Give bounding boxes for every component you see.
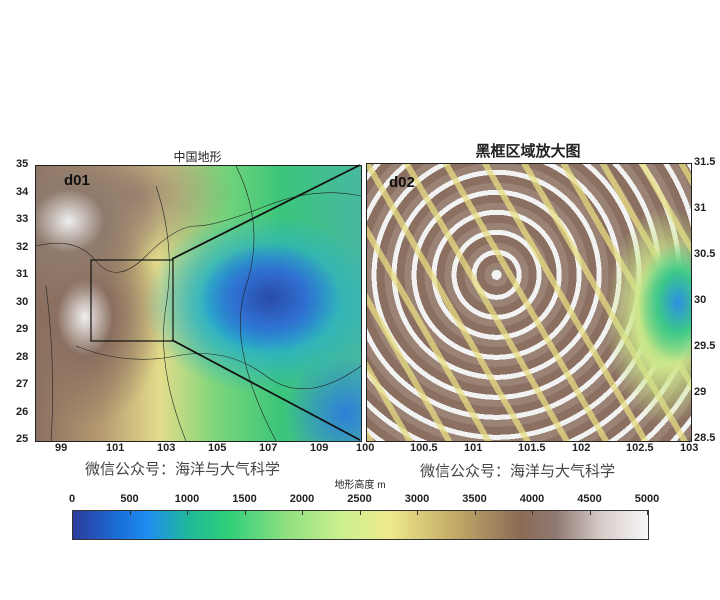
lat-tick-label: 26 [16,405,29,418]
colorbar-tick-mark [129,510,131,515]
colorbar-tick-label: 4000 [519,493,545,505]
colorbar-tick-mark [647,510,648,515]
lat-tick-label: 31.5 [694,156,716,168]
right-map-title: 黑框区域放大图 [475,142,581,160]
lat-tick-label: 30.5 [694,248,716,260]
lon-tick-label: 103 [157,442,176,454]
lon-tick-label: 100 [356,442,375,454]
colorbar [72,510,649,540]
colorbar-tick-label: 2000 [289,493,315,505]
left-map-title: 中国地形 [173,150,222,164]
left-watermark: 微信公众号：海洋与大气科学 [85,460,281,478]
lon-tick-label: 101.5 [518,442,546,454]
right-terrain-map: d02 [366,163,692,442]
lon-tick-label: 105 [208,442,227,454]
colorbar-tick-mark [302,510,303,515]
colorbar-title: 地形高度 m [334,480,386,491]
lat-tick-label: 28.5 [694,432,716,444]
colorbar-tick-label: 1500 [232,493,257,505]
lat-tick-label: 28 [16,350,29,363]
lat-tick-label: 30 [16,295,29,308]
lat-tick-label: 32 [16,240,29,253]
lon-tick-label: 101 [106,442,125,454]
colorbar-tick-label: 5000 [634,493,660,505]
colorbar-tick-label: 1000 [174,493,200,505]
colorbar-tick-mark [359,510,361,515]
lon-tick-label: 102.5 [626,442,654,454]
lon-tick-label: 99 [55,442,68,454]
lon-tick-label: 103 [680,442,699,454]
lat-tick-label: 31 [694,202,707,214]
colorbar-tick-label: 0 [68,493,76,505]
lat-tick-label: 29 [694,386,707,398]
colorbar-tick-mark [589,510,591,515]
colorbar-tick-mark [244,510,246,515]
lon-tick-label: 102 [572,442,591,454]
lat-tick-label: 25 [16,433,29,445]
zoom-region-box [90,259,174,342]
colorbar-tick-label: 2500 [347,493,372,505]
colorbar-tick-mark [417,510,418,515]
colorbar-tick-mark [532,510,533,515]
colorbar-tick-label: 3000 [404,493,430,505]
colorbar-tick-mark [72,510,73,515]
colorbar-tick-label: 500 [120,493,139,505]
lon-tick-label: 101 [464,442,483,454]
lon-tick-label: 100.5 [410,442,438,454]
colorbar-tick-mark [474,510,476,515]
left-terrain-map: d01 [35,165,362,442]
right-watermark: 微信公众号：海洋与大气科学 [420,462,616,480]
left-map-label: d01 [64,172,90,189]
colorbar-tick-label: 4500 [577,493,602,505]
lon-tick-label: 109 [310,442,329,454]
lat-tick-label: 30 [694,294,707,306]
lat-tick-label: 34 [16,185,29,198]
lat-tick-label: 33 [16,213,29,225]
lon-tick-label: 107 [259,442,278,454]
lat-tick-label: 31 [16,268,29,280]
right-map-label: d02 [389,174,415,191]
province-boundaries [36,166,361,441]
lat-tick-label: 29 [16,323,29,335]
colorbar-tick-label: 3500 [462,493,487,505]
lat-tick-label: 29.5 [694,340,716,352]
lat-tick-label: 35 [16,158,29,170]
lat-tick-label: 27 [16,378,29,390]
colorbar-tick-mark [187,510,188,515]
